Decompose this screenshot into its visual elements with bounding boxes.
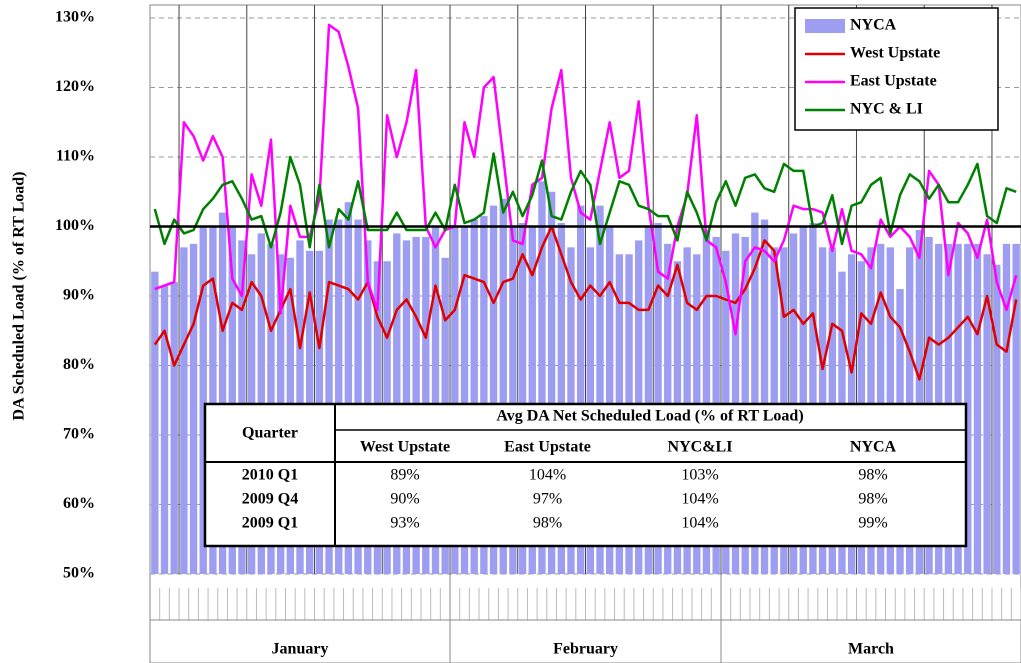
table-cell: 98% — [533, 515, 562, 532]
bar — [596, 205, 604, 574]
bar — [499, 198, 507, 574]
bar — [325, 219, 333, 575]
table-cell: 98% — [858, 491, 887, 508]
table-cell: 98% — [858, 467, 887, 484]
table-header: Quarter — [242, 425, 298, 442]
table-cell: 104% — [681, 491, 718, 508]
table-row-header: 2009 Q4 — [242, 491, 298, 508]
bar — [199, 226, 207, 574]
bar — [983, 254, 991, 575]
y-tick-label: 80% — [63, 356, 95, 373]
bar — [528, 226, 536, 574]
table-cell: 99% — [858, 515, 887, 532]
y-tick-label: 70% — [63, 426, 95, 443]
table-cell: 104% — [529, 467, 566, 484]
month-label: January — [272, 641, 329, 658]
bar — [354, 219, 362, 575]
table-header: East Upstate — [504, 439, 591, 456]
bar — [973, 243, 982, 574]
legend-label: West Upstate — [850, 45, 940, 62]
bar — [189, 243, 198, 574]
table-cell: 90% — [390, 491, 419, 508]
bar — [460, 226, 469, 574]
legend-label: NYCA — [850, 17, 897, 34]
month-label: March — [848, 641, 894, 658]
bar — [760, 219, 769, 575]
legend-label: East Upstate — [850, 73, 937, 90]
bar — [228, 226, 236, 574]
bar — [809, 223, 817, 574]
bar — [606, 226, 614, 574]
bar — [644, 226, 653, 574]
y-tick-label: 50% — [63, 565, 95, 582]
y-tick-label: 130% — [55, 9, 95, 26]
bar — [751, 212, 759, 574]
bar — [557, 223, 565, 574]
bar — [576, 205, 585, 574]
bar — [654, 223, 662, 574]
table-header: NYCA — [850, 439, 897, 456]
bar — [209, 226, 217, 574]
table-cell: 104% — [681, 515, 718, 532]
bar — [431, 226, 440, 574]
table-cell: 93% — [390, 515, 419, 532]
bar — [518, 223, 527, 574]
bar — [170, 282, 178, 574]
line — [154, 23, 1018, 336]
bar — [538, 181, 546, 574]
bar — [547, 191, 556, 574]
bar — [489, 205, 498, 574]
legend-swatch — [805, 19, 845, 33]
table-header: West Upstate — [360, 439, 450, 456]
legend-label: NYC & LI — [850, 101, 923, 118]
table-cell: 97% — [533, 491, 562, 508]
line — [153, 152, 1017, 249]
bar — [451, 226, 459, 574]
y-tick-label: 60% — [63, 495, 95, 512]
y-tick-label: 100% — [55, 217, 95, 234]
y-tick-label: 120% — [55, 78, 95, 95]
table-row-header: 2009 Q1 — [242, 515, 298, 532]
table-row-header: 2010 Q1 — [242, 467, 298, 484]
bar — [480, 216, 488, 574]
bar — [993, 264, 1001, 574]
month-label: February — [553, 641, 618, 658]
bar — [218, 212, 227, 574]
bar — [470, 219, 478, 575]
bar — [1012, 243, 1020, 574]
table-cell: 103% — [681, 467, 718, 484]
bar — [964, 243, 972, 574]
table-cell: 89% — [390, 467, 419, 484]
bar — [151, 271, 159, 574]
bar — [160, 285, 169, 574]
table-box — [203, 402, 968, 548]
bar — [344, 202, 353, 575]
y-tick-label: 90% — [63, 287, 95, 304]
bar — [335, 219, 343, 575]
bar — [509, 226, 517, 574]
bar — [702, 229, 711, 574]
line — [153, 225, 1018, 381]
bar — [799, 226, 807, 574]
bar — [915, 229, 924, 574]
y-tick-label: 110% — [56, 148, 95, 165]
table-header: NYC&LI — [668, 439, 733, 456]
bar — [1002, 243, 1011, 574]
y-axis-title: DA Scheduled Load (% of RT Load) — [11, 172, 28, 421]
table-header: Avg DA Net Scheduled Load (% of RT Load) — [496, 408, 803, 425]
bar — [180, 247, 188, 574]
